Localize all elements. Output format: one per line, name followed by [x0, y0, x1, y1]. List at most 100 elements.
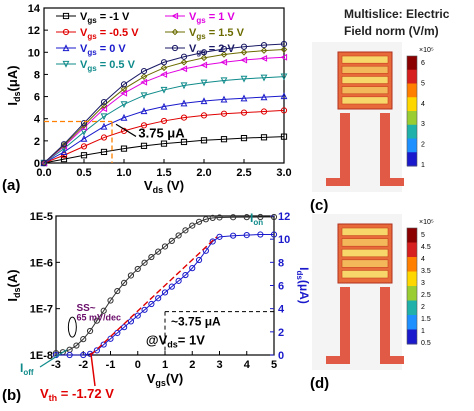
simulation-foot-left	[326, 356, 350, 364]
panel-a-data-point	[260, 54, 268, 62]
simulation-leg-right	[380, 113, 390, 184]
panel-b-ioff-arrow	[39, 349, 68, 368]
panel-a-data-point	[140, 73, 148, 80]
panel-a-y-tick-label: 12	[28, 25, 40, 37]
panel-b-data-point	[148, 253, 155, 261]
panel-a-data-point	[200, 137, 208, 144]
simulation-finger	[341, 55, 389, 64]
panel-a-legend-marker	[171, 28, 179, 36]
panel-a-x-tick-label: 0.0	[36, 167, 51, 179]
simulation-colorbar-segment	[407, 152, 417, 167]
panel-b-data-point	[107, 297, 114, 304]
panel-a-y-tick-label: 14	[28, 3, 41, 15]
panel-a-data-point	[140, 107, 148, 115]
panel-a-data-point	[160, 71, 168, 78]
simulation-finger	[341, 65, 389, 74]
simulation-finger	[341, 227, 389, 236]
panel-a-data-point	[180, 65, 188, 73]
panel-a-data-point	[280, 73, 288, 81]
panel-a-y-tick-label: 4	[34, 114, 41, 126]
simulation-colorbar-tick: 4	[421, 101, 425, 108]
panel-a-legend-entry: Vgs = 2 V	[189, 43, 235, 57]
panel-b-x-tick-label: 2	[189, 359, 195, 371]
simulation-colorbar-tick: 1	[421, 328, 425, 335]
panel-b-vth-arrow	[90, 352, 96, 387]
simulation-finger	[341, 259, 389, 268]
panel-b-fit-line	[90, 236, 218, 356]
simulation-colorbar-segment	[407, 257, 417, 272]
simulation-colorbar-tick: 5	[421, 80, 425, 87]
simulation-colorbar-tick: 2.5	[421, 292, 431, 299]
panel-b-data-point	[80, 336, 87, 343]
panel-a-data-point	[100, 122, 108, 130]
panel-b-data-point	[127, 318, 135, 325]
simulation-colorbar-segment	[407, 228, 417, 243]
panel-a-data-point	[260, 93, 268, 101]
panel-a-data-point	[140, 122, 148, 129]
panel-b-data-point	[86, 327, 94, 335]
panel-a-series-line	[43, 43, 285, 164]
panel-b-y-tick-label: 1E-6	[30, 257, 53, 269]
simulation-colorbar-tick: 3.5	[421, 268, 431, 275]
panel-a-data-point	[60, 141, 68, 149]
panel-a-data-point	[80, 152, 88, 159]
panel-b-data-point	[175, 232, 182, 239]
panel-a-data-point	[80, 143, 88, 150]
panel-a-legend-marker	[62, 12, 70, 20]
panel-a-legend-entry: Vgs = 1.5 V	[189, 27, 245, 41]
panel-b-current-text: ~3.75 μA	[171, 315, 221, 329]
panel-a-data-point	[60, 156, 68, 163]
panel-b-ss-ellipse	[67, 316, 77, 338]
panel-a-data-point	[280, 40, 288, 48]
panel-b-x-tick-label: -2	[78, 359, 88, 371]
panel-a-label: (a)	[2, 177, 20, 194]
simulation-panel-d	[312, 214, 418, 370]
panel-b-data-point	[243, 232, 250, 239]
panel-b-ss-value: 65 mV/dec	[76, 313, 121, 323]
panel-b-y2-axis-label: Ids(μA)	[295, 267, 311, 304]
panel-b-data-point	[134, 312, 141, 319]
panel-b-x-axis-label: Vgs(V)	[147, 371, 184, 388]
simulation-colorbar-segment	[407, 271, 417, 287]
panel-a-legend-entry: Vgs = 1 V	[189, 11, 235, 25]
simulation-foot-right	[380, 356, 404, 364]
panel-b-data-point	[80, 351, 87, 359]
panel-a-data-point	[200, 61, 208, 69]
panel-a-y-tick-label: 6	[34, 92, 40, 104]
panel-b-data-point	[257, 213, 264, 221]
panel-a-data-point	[200, 79, 208, 87]
panel-b-data-point	[93, 347, 100, 354]
panel-b-data-point	[148, 300, 155, 308]
panel-b-y2-tick-label: 10	[278, 234, 290, 246]
panel-b-y2-tick-label: 12	[278, 211, 290, 223]
simulation-colorbar-segment	[407, 286, 417, 301]
panel-a-x-axis-label: Vds (V)	[144, 178, 184, 195]
simulation-panel-c	[312, 42, 418, 192]
panel-a-data-point	[160, 117, 168, 125]
panel-a-data-point	[220, 136, 228, 143]
panel-a-data-point	[120, 85, 128, 93]
panel-b-ioff-label: Ioff	[20, 361, 34, 377]
simulation-colorbar-segment	[407, 242, 417, 258]
panel-a-data-point	[100, 113, 108, 121]
panel-a-legend-entry: Vgs = 0 V	[80, 43, 126, 57]
panel-b-ss-label: SS~	[76, 303, 95, 314]
simulation-colorbar-tick: 1	[421, 162, 425, 169]
panel-a-data-point	[60, 152, 68, 159]
simulation-finger	[341, 270, 389, 279]
panel-b-ion-label: Ion	[250, 211, 263, 227]
panel-b-data-point	[73, 342, 80, 349]
panel-a-data-point	[240, 56, 248, 64]
panel-b-data-point	[202, 247, 209, 254]
panel-a-data-point	[60, 148, 68, 156]
simulation-finger	[341, 248, 389, 258]
panel-a-data-point	[140, 78, 148, 86]
panel-a-data-point	[200, 54, 208, 62]
panel-b-data-point	[189, 222, 196, 229]
simulation-finger	[341, 96, 389, 105]
simulation-colorbar-tick: 0.5	[421, 340, 431, 347]
panel-b-data-point	[134, 265, 141, 273]
panel-b-y-tick-label: 1E-8	[30, 350, 53, 362]
panel-b-data-point	[52, 349, 60, 357]
panel-a-legend-marker	[171, 44, 179, 52]
